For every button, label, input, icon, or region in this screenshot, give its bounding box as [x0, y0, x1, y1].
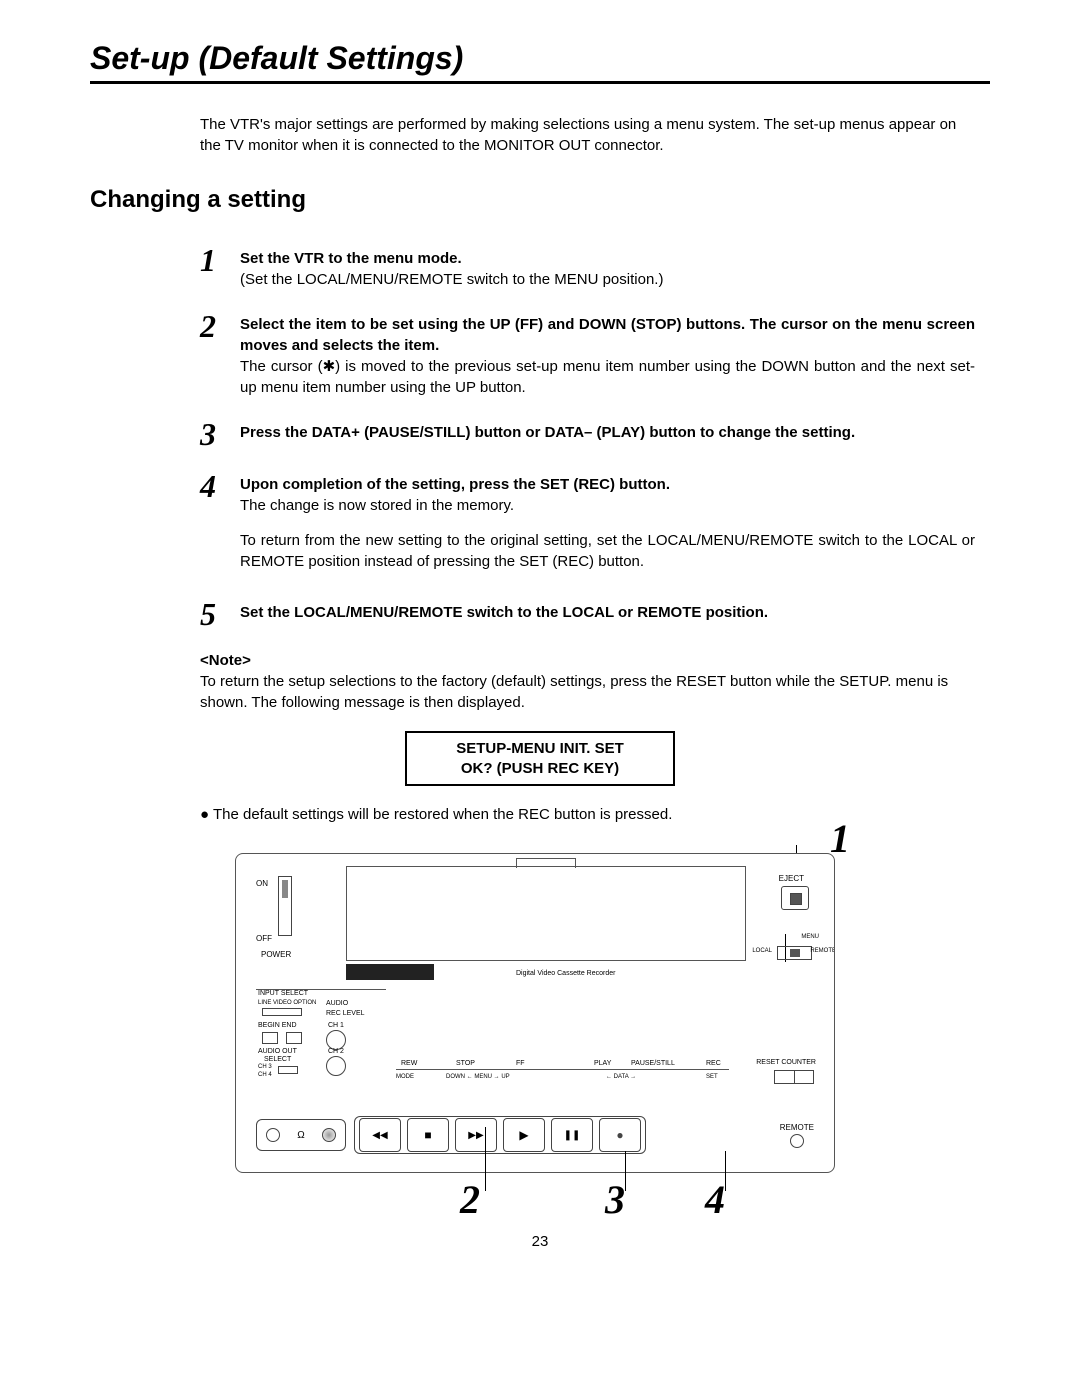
pause-label: PAUSE/STILL: [631, 1060, 675, 1067]
step-bold: Press the DATA+ (PAUSE/STILL) button or …: [240, 424, 855, 441]
leader-line: [485, 1127, 486, 1191]
step-bold: Select the item to be set using the UP (…: [240, 316, 975, 354]
eject-button[interactable]: [781, 886, 809, 910]
menu-switch-label: MENU: [801, 934, 819, 940]
pause-button[interactable]: [551, 1118, 593, 1152]
step-extra-text: To return from the new setting to the or…: [240, 532, 975, 570]
step-number: 5: [200, 598, 240, 630]
input-select-label: INPUT SELECT: [258, 990, 308, 997]
steps-list: 1 Set the VTR to the menu mode. (Set the…: [200, 244, 975, 630]
callout-4: 4: [705, 1176, 725, 1223]
step-body-text: (Set the LOCAL/MENU/REMOTE switch to the…: [240, 271, 663, 288]
step-bold: Set the LOCAL/MENU/REMOTE switch to the …: [240, 604, 768, 621]
note-text: To return the setup selections to the fa…: [200, 671, 975, 713]
data-label: ← DATA →: [606, 1074, 636, 1080]
transport-button-group: [354, 1116, 646, 1154]
power-switch[interactable]: [278, 876, 292, 936]
audio-out-slider[interactable]: [278, 1066, 298, 1074]
remote-label: REMOTE: [810, 948, 835, 954]
page-number: 23: [90, 1233, 990, 1250]
begin-button[interactable]: [262, 1032, 278, 1044]
transport-labels: REW STOP FF PLAY PAUSE/STILL REC MODE DO…: [396, 1069, 729, 1083]
menu-nav-label: DOWN ← MENU → UP: [446, 1074, 510, 1080]
stop-button[interactable]: [407, 1118, 449, 1152]
off-label: OFF: [256, 934, 272, 943]
device-figure: 1 ON OFF POWER EJECT MENU LOCAL REMOTE D…: [235, 853, 845, 1173]
remote-text: REMOTE: [780, 1123, 814, 1132]
begin-end-label: BEGIN END: [258, 1022, 297, 1029]
message-box: SETUP-MENU INIT. SET OK? (PUSH REC KEY): [405, 731, 675, 786]
remote-indicator: [790, 1134, 804, 1148]
step-5: 5 Set the LOCAL/MENU/REMOTE switch to th…: [200, 598, 975, 630]
ff-label: FF: [516, 1060, 525, 1067]
rec-label: REC: [706, 1060, 721, 1067]
local-label: LOCAL: [752, 948, 772, 954]
set-label: SET: [706, 1074, 718, 1080]
bottom-button-row: Ω REMOTE: [256, 1116, 814, 1154]
step-4: 4 Upon completion of the setting, press …: [200, 470, 975, 572]
leader-line: [725, 1151, 726, 1191]
power-label: POWER: [261, 950, 291, 959]
play-label: PLAY: [594, 1060, 611, 1067]
bullet-line: ● The default settings will be restored …: [200, 806, 975, 823]
audio-label: AUDIO: [326, 1000, 348, 1007]
end-button[interactable]: [286, 1032, 302, 1044]
play-button[interactable]: [503, 1118, 545, 1152]
rec-button[interactable]: [599, 1118, 641, 1152]
step-number: 2: [200, 310, 240, 398]
power-block: ON OFF POWER: [256, 874, 311, 969]
step-body-text: The cursor (✱) is moved to the previous …: [240, 358, 975, 396]
message-line1: SETUP-MENU INIT. SET: [417, 739, 663, 759]
device-drawing: ON OFF POWER EJECT MENU LOCAL REMOTE Dig…: [235, 853, 835, 1173]
jack-panel: Ω: [256, 1119, 346, 1151]
ch4-label: CH 4: [258, 1072, 272, 1078]
step-bold: Set the VTR to the menu mode.: [240, 250, 462, 267]
rew-label: REW: [401, 1060, 417, 1067]
level-knob[interactable]: [322, 1128, 336, 1142]
callout-3: 3: [605, 1176, 625, 1223]
message-line2: OK? (PUSH REC KEY): [417, 759, 663, 779]
ff-button[interactable]: [455, 1118, 497, 1152]
rew-button[interactable]: [359, 1118, 401, 1152]
headphone-jack[interactable]: [266, 1128, 280, 1142]
select-label: SELECT: [264, 1056, 291, 1063]
ch1-knob[interactable]: [326, 1030, 346, 1050]
cassette-slot: [346, 866, 746, 961]
dvcam-label: Digital Video Cassette Recorder: [516, 970, 615, 977]
eject-label: EJECT: [779, 874, 804, 883]
mode-label: MODE: [396, 1074, 414, 1080]
ch3-label: CH 3: [258, 1064, 272, 1070]
reset-counter-label: RESET COUNTER: [756, 1059, 816, 1066]
remote-section: REMOTE: [780, 1123, 814, 1148]
input-slider[interactable]: [262, 1008, 302, 1016]
audio-out-label: AUDIO OUT: [258, 1048, 297, 1055]
ch1-label: CH 1: [328, 1022, 344, 1029]
note-label: <Note>: [200, 650, 975, 671]
step-1: 1 Set the VTR to the menu mode. (Set the…: [200, 244, 975, 290]
input-panel: INPUT SELECT LINE VIDEO OPTION AUDIO REC…: [256, 989, 386, 1079]
intro-paragraph: The VTR's major settings are performed b…: [200, 114, 975, 156]
step-2: 2 Select the item to be set using the UP…: [200, 310, 975, 398]
step-number: 4: [200, 470, 240, 572]
rec-level-label: REC LEVEL: [326, 1010, 365, 1017]
step-number: 1: [200, 244, 240, 290]
callout-2: 2: [460, 1176, 480, 1223]
main-title: Set-up (Default Settings): [90, 40, 990, 84]
stop-label: STOP: [456, 1060, 475, 1067]
section-title: Changing a setting: [90, 186, 990, 214]
step-body-text: The change is now stored in the memory.: [240, 497, 514, 514]
ch2-label: CH 2: [328, 1048, 344, 1055]
reset-counter-buttons[interactable]: [774, 1070, 814, 1084]
step-bold: Upon completion of the setting, press th…: [240, 476, 670, 493]
ch2-knob[interactable]: [326, 1056, 346, 1076]
lcd-display: [346, 964, 434, 980]
step-number: 3: [200, 418, 240, 450]
leader-line: [625, 1151, 626, 1191]
menu-switch[interactable]: [777, 946, 812, 960]
step-3: 3 Press the DATA+ (PAUSE/STILL) button o…: [200, 418, 975, 450]
note-block: <Note> To return the setup selections to…: [200, 650, 975, 713]
line-video-label: LINE VIDEO OPTION: [258, 1000, 316, 1006]
on-label: ON: [256, 879, 268, 888]
